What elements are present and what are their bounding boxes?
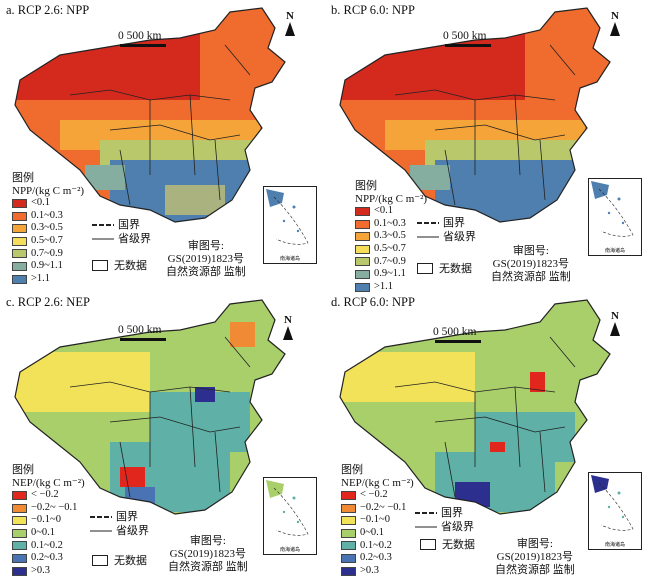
legend-item: 0.9~1.1: [12, 260, 84, 273]
legend-item: 0.2~0.3: [341, 552, 414, 565]
boundary-legend: 国界 省级界: [92, 218, 151, 246]
north-arrow-icon: N: [282, 10, 298, 36]
legend-item: 0.5~0.7: [12, 235, 84, 248]
legend-heading: 图例: [12, 172, 34, 184]
legend-item: <0.1: [12, 197, 84, 210]
no-data-legend: 无数据: [92, 257, 147, 273]
map-panel-b: b. RCP 6.0: NPP N 0 500 km 图例 NPP/(kg C …: [325, 0, 650, 293]
china-map: [339, 299, 611, 515]
legend-item: −0.1~0: [12, 514, 85, 527]
legend-item: 0.7~0.9: [355, 256, 427, 269]
south-china-sea-inset: 南海诸岛: [588, 472, 642, 550]
north-arrow-icon: N: [607, 310, 623, 336]
legend-item: 0.1~0.3: [355, 218, 427, 231]
legend-item: >0.3: [341, 565, 414, 578]
scale-bar: 0 500 km: [443, 30, 491, 47]
province-boundary-label: 省级界: [116, 525, 149, 537]
country-boundary-label: 国界: [118, 219, 140, 231]
south-china-sea-inset: 南海诸岛: [263, 186, 317, 264]
panel-title: d. RCP 6.0: NPP: [331, 295, 415, 309]
province-boundary-label: 省级界: [118, 233, 151, 245]
legend: 图例 NEP/(kg C m⁻²) < −0.2 −0.2~ −0.1 −0.1…: [12, 464, 85, 577]
map-review-number: 审图号: GS(2019)1823号 自然资源部 监制: [168, 535, 248, 573]
scale-bar: 0 500 km: [118, 324, 166, 341]
south-china-sea-inset: 南海诸岛: [263, 477, 317, 555]
legend-heading: 图例: [355, 180, 377, 192]
legend-item: 0.7~0.9: [12, 248, 84, 261]
legend-item: >1.1: [355, 281, 427, 294]
legend-item: 0.3~0.5: [355, 230, 427, 243]
legend-item: < −0.2: [12, 489, 85, 502]
legend-unit: NEP/(kg C m⁻²): [12, 476, 85, 489]
province-boundary-label: 省级界: [441, 521, 474, 533]
panel-title: b. RCP 6.0: NPP: [331, 3, 415, 17]
map-review-number: 审图号: GS(2019)1823号 自然资源部 监制: [491, 245, 571, 283]
legend-item: >1.1: [12, 273, 84, 286]
legend-item: 0~0.1: [341, 527, 414, 540]
china-map: [339, 7, 611, 223]
legend-item: 0.2~0.3: [12, 552, 85, 565]
legend-item: −0.2~ −0.1: [12, 502, 85, 515]
south-china-sea-inset: 南海诸岛: [588, 178, 642, 256]
legend-item: >0.3: [12, 565, 85, 578]
china-map: [14, 299, 286, 515]
legend-item: 0.5~0.7: [355, 243, 427, 256]
map-panel-d: d. RCP 6.0: NPP N 0 500 km 图例 NEP/(kg C …: [325, 292, 650, 583]
legend-item: <0.1: [355, 205, 427, 218]
legend-item: 0.9~1.1: [355, 268, 427, 281]
map-panel-a: a. RCP 2.6: NPP N 0 500 km 图例 NPP/(kg C …: [0, 0, 325, 291]
legend-item: 0.1~0.3: [12, 210, 84, 223]
legend: 图例 NEP/(kg C m⁻²) < −0.2 −0.2~ −0.1 −0.1…: [341, 464, 414, 577]
legend-heading: 图例: [12, 464, 34, 476]
legend-heading: 图例: [341, 464, 363, 476]
china-map: [14, 7, 286, 223]
legend-item: −0.2~ −0.1: [341, 502, 414, 515]
boundary-legend: 国界 省级界: [417, 216, 476, 244]
legend-unit: NEP/(kg C m⁻²): [341, 476, 414, 489]
legend-item: 0.1~0.2: [12, 540, 85, 553]
scale-bar: 0 500 km: [118, 30, 166, 47]
country-boundary-label: 国界: [443, 217, 465, 229]
province-boundary-label: 省级界: [443, 231, 476, 243]
panel-title: c. RCP 2.6: NEP: [6, 295, 90, 309]
legend-item: 0~0.1: [12, 527, 85, 540]
north-arrow-icon: N: [607, 10, 623, 36]
country-boundary-label: 国界: [116, 511, 138, 523]
north-arrow-icon: N: [280, 314, 296, 340]
panel-title: a. RCP 2.6: NPP: [6, 3, 90, 17]
boundary-legend: 国界 省级界: [415, 506, 474, 534]
no-data-legend: 无数据: [92, 552, 147, 568]
map-review-number: 审图号: GS(2019)1823号 自然资源部 监制: [495, 538, 575, 576]
map-review-number: 审图号: GS(2019)1823号 自然资源部 监制: [166, 240, 246, 278]
legend-item: 0.3~0.5: [12, 222, 84, 235]
legend-item: < −0.2: [341, 489, 414, 502]
legend-unit: NPP/(kg C m⁻²): [355, 192, 428, 205]
legend-item: 0.1~0.2: [341, 540, 414, 553]
legend-unit: NPP/(kg C m⁻²): [12, 184, 85, 197]
legend: 图例 NPP/(kg C m⁻²) <0.1 0.1~0.3 0.3~0.5 0…: [12, 172, 84, 285]
legend: 图例 NPP/(kg C m⁻²) <0.1 0.1~0.3 0.3~0.5 0…: [355, 180, 427, 293]
no-data-legend: 无数据: [417, 260, 472, 276]
scale-bar: 0 500 km: [433, 326, 481, 343]
country-boundary-label: 国界: [441, 507, 463, 519]
legend-item: −0.1~0: [341, 514, 414, 527]
no-data-legend: 无数据: [420, 536, 475, 552]
boundary-legend: 国界 省级界: [90, 510, 149, 538]
map-panel-c: c. RCP 2.6: NEP N 0 500 km 图例 NEP/(kg C …: [0, 292, 325, 583]
